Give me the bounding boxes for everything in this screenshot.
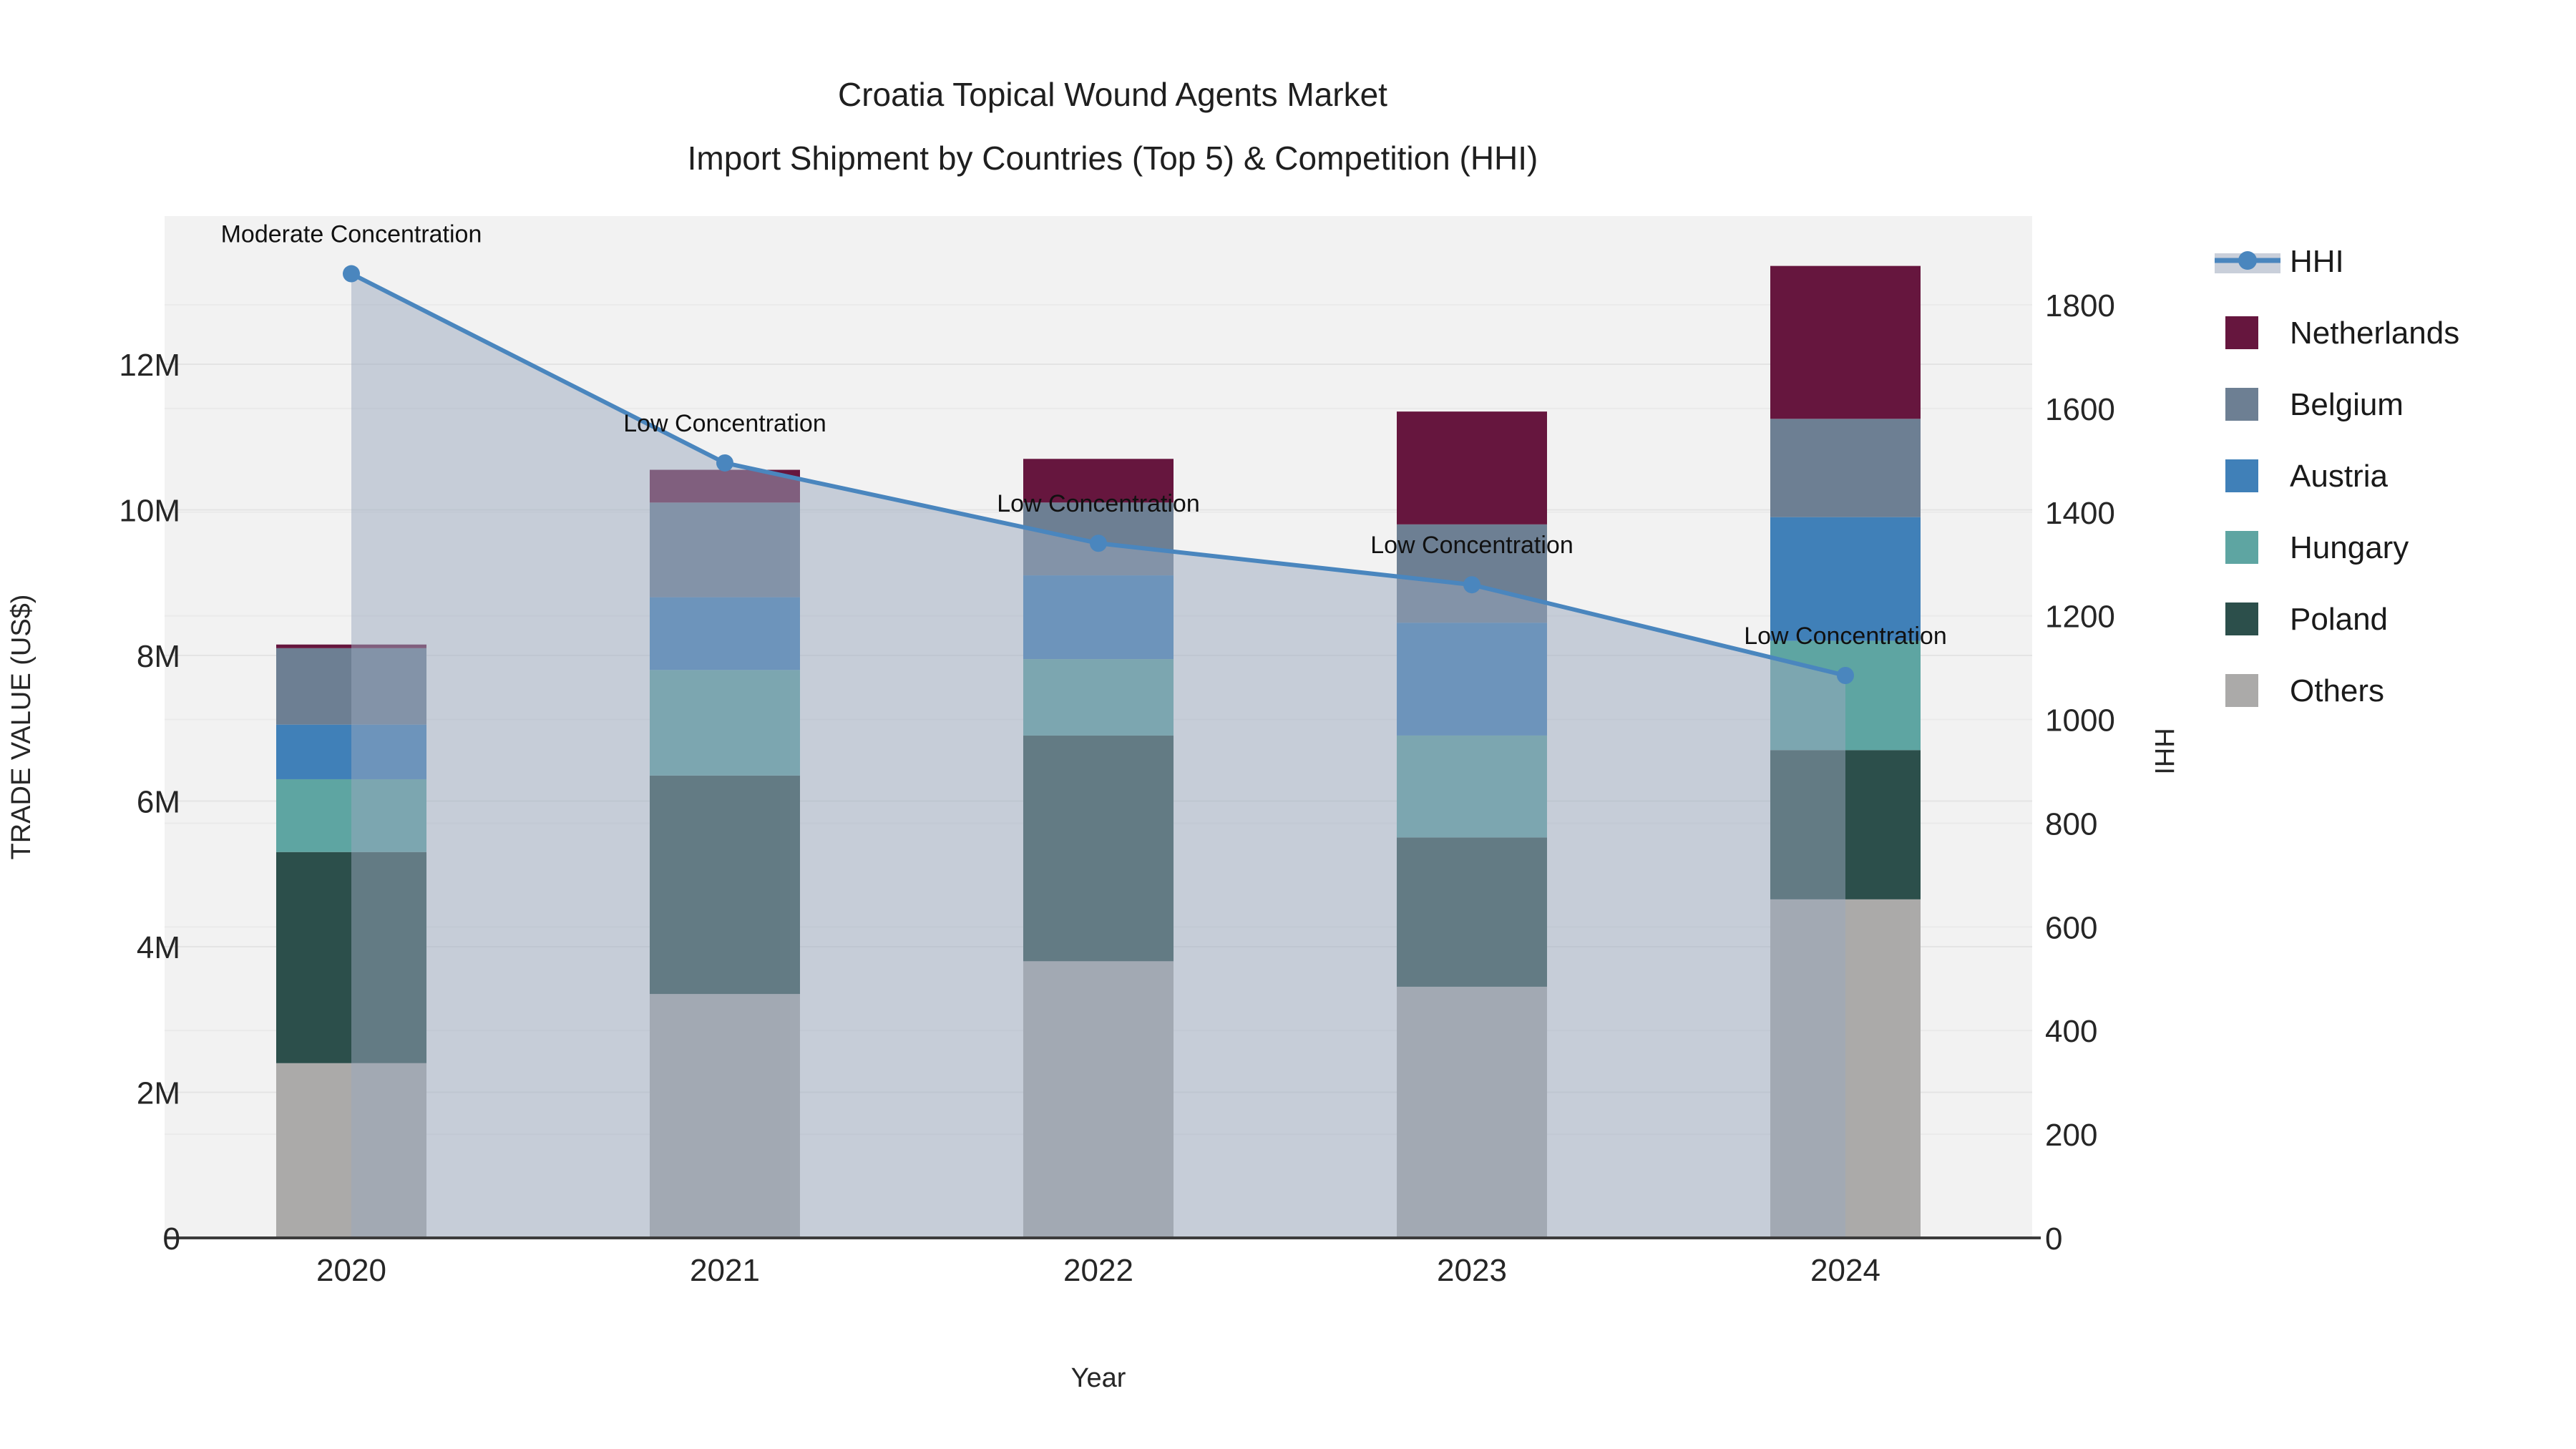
legend-label-austria: Austria (2290, 459, 2388, 494)
y-right-tick-1200: 1200 (2045, 600, 2115, 635)
bar-segment-netherlands-2024[interactable] (1770, 265, 1921, 419)
bar-segment-austria-2024[interactable] (1770, 517, 1921, 641)
legend-swatch-belgium (2225, 388, 2258, 421)
y-right-tick-0: 0 (2045, 1221, 2062, 1257)
annotation-2023: Low Concentration (1370, 532, 1574, 559)
legend-item-austria[interactable]: Austria (2225, 459, 2388, 494)
y-right-tick-1400: 1400 (2045, 496, 2115, 531)
x-axis-ticks: 2020 2021 2022 2023 2024 (316, 1253, 1880, 1288)
legend-item-belgium[interactable]: Belgium (2225, 387, 2404, 422)
legend-item-hhi[interactable]: HHI (2215, 244, 2344, 279)
y-right-tick-1000: 1000 (2045, 703, 2115, 738)
legend-hhi-marker-icon (2238, 251, 2257, 270)
legend-swatch-austria (2225, 459, 2258, 492)
bar-segment-belgium-2024[interactable] (1770, 419, 1921, 517)
chart-title-line2: Import Shipment by Countries (Top 5) & C… (688, 140, 1538, 177)
legend-swatch-poland (2225, 602, 2258, 635)
y-left-tick-2M: 2M (137, 1076, 180, 1111)
chart-title-line1: Croatia Topical Wound Agents Market (838, 76, 1387, 113)
legend-label-hungary: Hungary (2290, 530, 2409, 565)
hhi-area-fill (351, 273, 1845, 1238)
x-tick-2021: 2021 (690, 1253, 760, 1288)
x-tick-2024: 2024 (1810, 1253, 1880, 1288)
legend-item-hungary[interactable]: Hungary (2225, 530, 2409, 565)
hhi-line-group (343, 265, 1854, 684)
legend-item-netherlands[interactable]: Netherlands (2225, 316, 2459, 351)
y-right-tick-200: 200 (2045, 1118, 2097, 1153)
hhi-area-polygon (351, 273, 1845, 1238)
legend: HHI Netherlands Belgium Austria Hungary Polan… (2215, 244, 2459, 708)
hhi-marker-2024[interactable] (1837, 666, 1854, 684)
legend-label-hhi: HHI (2290, 244, 2344, 279)
hhi-marker-2023[interactable] (1463, 576, 1480, 594)
y-right-tick-1600: 1600 (2045, 392, 2115, 427)
legend-swatch-others (2225, 674, 2258, 707)
y-right-tick-600: 600 (2045, 910, 2097, 945)
annotation-2024: Low Concentration (1744, 623, 1947, 650)
legend-item-others[interactable]: Others (2225, 673, 2384, 708)
y-axis-left-ticks: 0 2M 4M 6M 8M 10M 12M (119, 348, 180, 1257)
x-tick-2022: 2022 (1063, 1253, 1133, 1288)
y-left-tick-4M: 4M (137, 930, 180, 965)
y-right-tick-1800: 1800 (2045, 288, 2115, 323)
bar-segment-netherlands-2023[interactable] (1397, 411, 1547, 525)
hhi-marker-2021[interactable] (716, 454, 733, 472)
legend-swatch-hungary (2225, 531, 2258, 564)
x-tick-2020: 2020 (316, 1253, 386, 1288)
annotation-2020: Moderate Concentration (221, 221, 482, 248)
y-left-tick-6M: 6M (137, 785, 180, 820)
annotation-2022: Low Concentration (997, 490, 1200, 517)
x-axis-title: Year (1071, 1363, 1126, 1393)
legend-item-poland[interactable]: Poland (2225, 602, 2388, 637)
annotation-2021: Low Concentration (623, 410, 826, 437)
hhi-marker-2022[interactable] (1090, 535, 1107, 552)
legend-label-others: Others (2290, 673, 2384, 708)
hhi-marker-2020[interactable] (343, 265, 360, 283)
y-left-tick-10M: 10M (119, 494, 180, 529)
y-axis-left-title: TRADE VALUE (US$) (6, 595, 36, 860)
legend-label-netherlands: Netherlands (2290, 316, 2459, 351)
legend-label-belgium: Belgium (2290, 387, 2404, 422)
x-tick-2023: 2023 (1437, 1253, 1507, 1288)
y-left-tick-0: 0 (163, 1221, 180, 1257)
legend-label-poland: Poland (2290, 602, 2388, 637)
y-axis-right-ticks: 0 200 400 600 800 1000 1200 1400 1600 1800 (2045, 288, 2115, 1257)
y-right-tick-800: 800 (2045, 806, 2097, 841)
annotations: Moderate Concentration Low Concentration L… (221, 221, 1947, 650)
y-right-tick-400: 400 (2045, 1014, 2097, 1049)
y-left-tick-12M: 12M (119, 348, 180, 383)
legend-swatch-netherlands (2225, 316, 2258, 349)
bar-segment-netherlands-2022[interactable] (1023, 459, 1174, 503)
y-left-tick-8M: 8M (137, 639, 180, 674)
y-axis-right-title: HHI (2149, 728, 2179, 774)
